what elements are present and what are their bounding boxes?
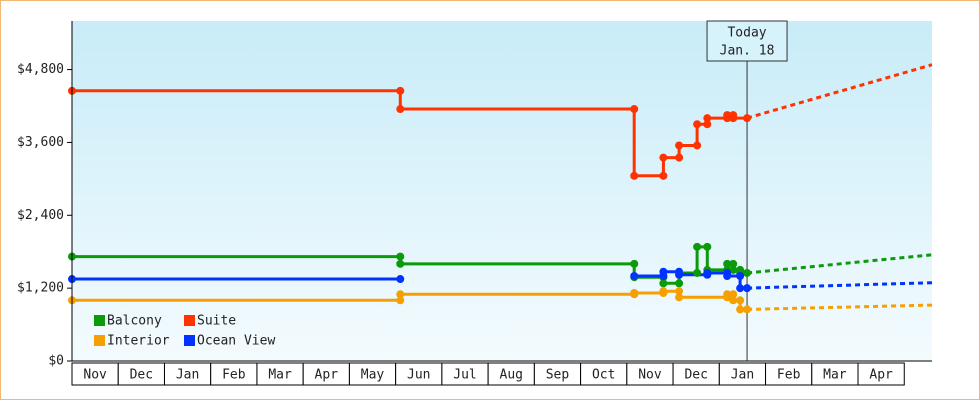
point — [736, 305, 745, 314]
x-tick-label: May — [361, 368, 385, 383]
point — [729, 296, 738, 305]
point — [743, 114, 752, 123]
today-box — [706, 20, 788, 62]
point — [630, 289, 639, 297]
legend-label: Interior — [107, 334, 170, 349]
x-tick-label: Dec — [130, 368, 153, 383]
y-tick-label: $0 — [48, 354, 64, 369]
point — [630, 171, 639, 180]
y-tick-label: $2,400 — [17, 208, 64, 223]
point — [396, 105, 405, 114]
forecast-line — [747, 303, 933, 311]
today-date: Jan. 18 — [720, 44, 775, 59]
point — [723, 259, 732, 268]
legend-label: Balcony — [107, 314, 162, 329]
point — [693, 242, 702, 251]
point — [659, 171, 668, 180]
point — [630, 105, 639, 114]
legend-swatch — [184, 315, 195, 326]
point — [693, 141, 702, 150]
point — [729, 259, 738, 268]
point — [723, 111, 732, 120]
point — [703, 120, 712, 129]
plot-background — [72, 21, 932, 361]
x-tick-label: Feb — [222, 368, 246, 383]
x-tick-label: Nov — [638, 368, 662, 383]
point — [396, 290, 405, 299]
point — [675, 287, 684, 296]
point — [736, 296, 745, 305]
x-tick-label: Sep — [546, 368, 570, 383]
point — [743, 305, 752, 314]
point — [729, 114, 738, 123]
point — [743, 284, 752, 293]
x-tick-label: Dec — [684, 368, 707, 383]
point — [396, 86, 405, 95]
legend-swatch — [184, 335, 195, 346]
legend-swatch — [94, 315, 105, 326]
y-tick-label: $4,800 — [17, 62, 64, 77]
point — [396, 296, 405, 305]
y-tick-label: $3,600 — [17, 135, 64, 150]
x-tick-label: Feb — [777, 368, 801, 383]
point — [729, 290, 738, 299]
point — [675, 153, 684, 162]
point — [675, 141, 684, 150]
point — [743, 268, 752, 277]
point — [675, 270, 684, 279]
point — [729, 265, 738, 274]
point — [675, 293, 684, 302]
point — [396, 259, 405, 268]
y-tick-label: $1,200 — [17, 281, 64, 296]
point — [703, 268, 712, 277]
x-tick-label: Aug — [500, 368, 523, 383]
forecast-line — [747, 281, 933, 290]
point — [630, 272, 639, 280]
point — [659, 279, 668, 288]
point — [396, 275, 405, 284]
point — [396, 252, 405, 261]
point — [693, 268, 702, 277]
forecast-line — [746, 253, 933, 275]
legend-swatch — [94, 335, 105, 346]
point — [736, 284, 745, 293]
point — [703, 114, 712, 123]
x-tick-label: Mar — [268, 368, 292, 383]
point — [659, 267, 668, 276]
x-tick-label: Mar — [823, 368, 847, 383]
point — [723, 290, 732, 299]
x-tick-label: Jun — [407, 368, 430, 383]
x-tick-label: Apr — [315, 368, 339, 383]
legend-label: Ocean View — [197, 334, 275, 349]
point — [675, 279, 684, 288]
x-tick-label: Jan — [176, 368, 199, 383]
x-tick-label: Apr — [869, 368, 893, 383]
legend-label: Suite — [197, 314, 236, 329]
point — [659, 153, 668, 162]
x-tick-label: Oct — [592, 368, 615, 383]
point — [630, 259, 639, 268]
month-cell — [857, 362, 905, 386]
x-tick-label: Jan — [731, 368, 754, 383]
point — [693, 120, 702, 129]
today-label: Today — [727, 26, 766, 41]
point — [723, 272, 732, 280]
x-tick-label: Jul — [453, 368, 476, 383]
x-tick-label: Nov — [83, 368, 107, 383]
point — [736, 272, 745, 280]
point — [703, 242, 712, 251]
point — [659, 287, 668, 296]
